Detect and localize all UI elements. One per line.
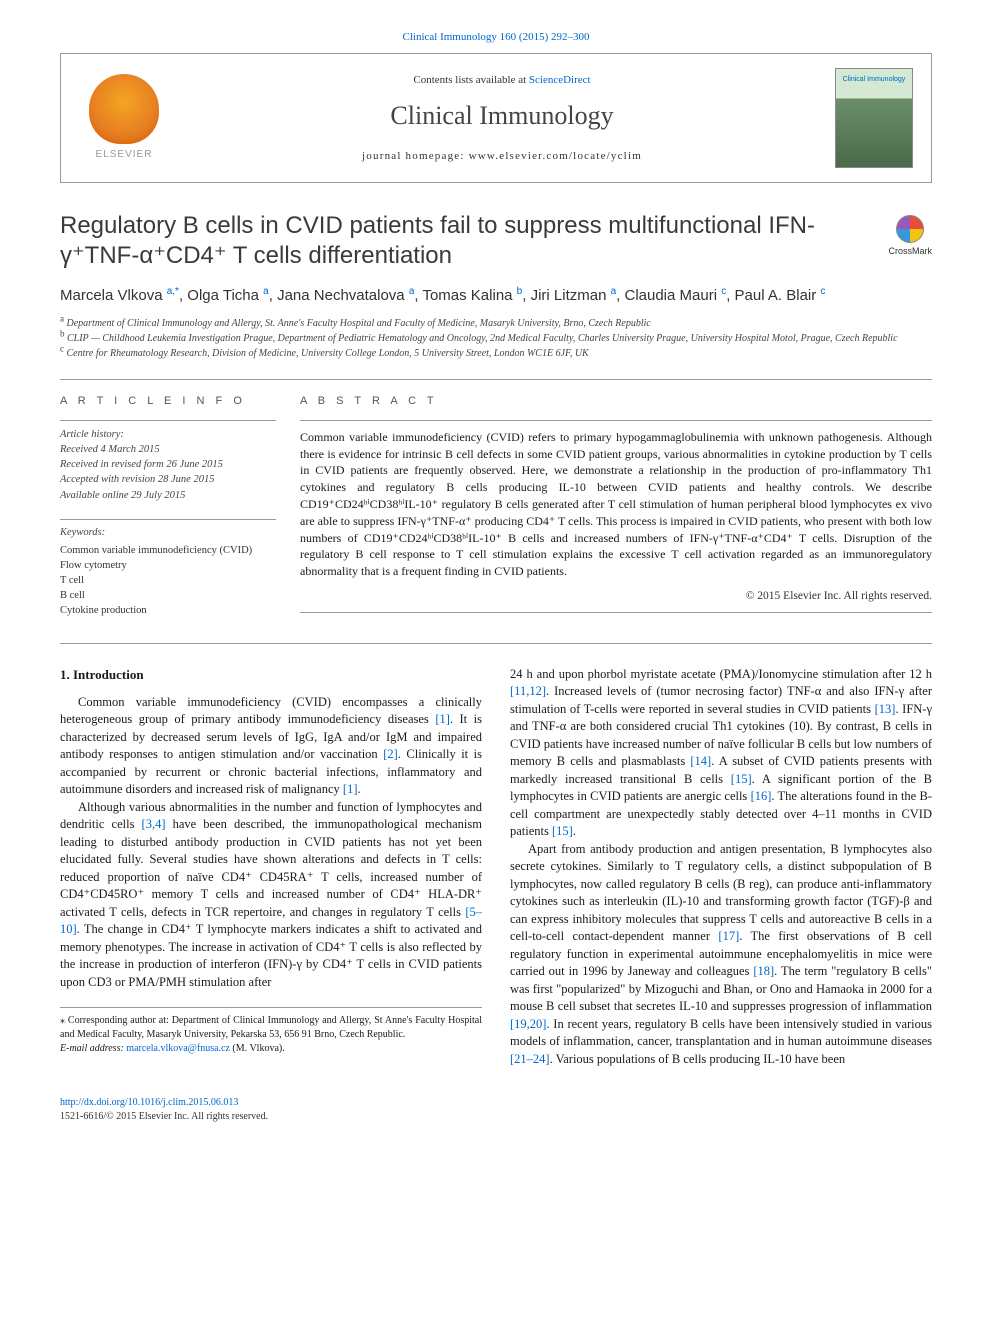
history-label: Article history: [60,427,276,442]
email-link[interactable]: marcela.vlkova@fnusa.cz [126,1043,230,1054]
divider-body [60,643,932,644]
crossmark-badge[interactable]: CrossMark [888,215,932,258]
abstract-column: A B S T R A C T Common variable immunode… [300,394,932,618]
homepage-url[interactable]: www.elsevier.com/locate/yclim [469,150,642,162]
keywords-list: Common variable immunodeficiency (CVID)F… [60,543,276,619]
corresponding-author: ⁎ Corresponding author at: Department of… [60,1014,482,1042]
body-p3: 24 h and upon phorbol myristate acetate … [510,666,932,841]
homepage-line: journal homepage: www.elsevier.com/locat… [169,149,835,164]
footnote-block: ⁎ Corresponding author at: Department of… [60,1007,482,1056]
journal-cover-thumbnail: Clinical Immunology [835,68,913,168]
article-info-label: A R T I C L E I N F O [60,394,276,409]
journal-name: Clinical Immunology [169,98,835,134]
crossmark-label: CrossMark [888,245,932,258]
affiliations: a Department of Clinical Immunology and … [60,316,932,361]
crossmark-icon [896,215,924,243]
abstract-copyright: © 2015 Elsevier Inc. All rights reserved… [300,588,932,604]
abstract-label: A B S T R A C T [300,394,932,409]
top-citation: Clinical Immunology 160 (2015) 292–300 [60,30,932,45]
authors-line: Marcela Vlkova a,*, Olga Ticha a, Jana N… [60,285,932,306]
section-heading-intro: 1. Introduction [60,666,482,684]
body-p4: Apart from antibody production and antig… [510,841,932,1069]
publisher-name: ELSEVIER [96,148,153,162]
body-p2: Although various abnormalities in the nu… [60,799,482,992]
article-title: Regulatory B cells in CVID patients fail… [60,211,868,271]
top-citation-link[interactable]: Clinical Immunology 160 (2015) 292–300 [403,31,590,43]
article-info-column: A R T I C L E I N F O Article history: R… [60,394,300,618]
abstract-divider-bottom [300,612,932,613]
history-revised: Received in revised form 26 June 2015 [60,457,276,472]
publisher-logo: ELSEVIER [79,68,169,168]
abstract-text: Common variable immunodeficiency (CVID) … [300,421,932,580]
corr-label: ⁎ Corresponding author at: [60,1015,172,1026]
sciencedirect-link[interactable]: ScienceDirect [529,74,591,86]
contents-line: Contents lists available at ScienceDirec… [169,73,835,88]
doi-link[interactable]: http://dx.doi.org/10.1016/j.clim.2015.06… [60,1097,238,1108]
history-online: Available online 29 July 2015 [60,488,276,503]
body-p1: Common variable immunodeficiency (CVID) … [60,694,482,799]
history-accepted: Accepted with revision 28 June 2015 [60,472,276,487]
email-suffix: (M. Vlkova). [230,1043,285,1054]
email-line: E-mail address: marcela.vlkova@fnusa.cz … [60,1042,482,1056]
keywords-label: Keywords: [60,526,276,541]
cover-title: Clinical Immunology [840,75,908,85]
elsevier-tree-icon [89,74,159,144]
journal-header: ELSEVIER Contents lists available at Sci… [60,53,932,183]
email-label: E-mail address: [60,1043,126,1054]
history-received: Received 4 March 2015 [60,442,276,457]
page-footer: http://dx.doi.org/10.1016/j.clim.2015.06… [60,1096,932,1124]
homepage-prefix: journal homepage: [362,150,469,162]
contents-prefix: Contents lists available at [413,74,528,86]
body-text: 1. Introduction Common variable immunode… [60,666,932,1069]
issn-copyright: 1521-6616/© 2015 Elsevier Inc. All right… [60,1110,932,1124]
